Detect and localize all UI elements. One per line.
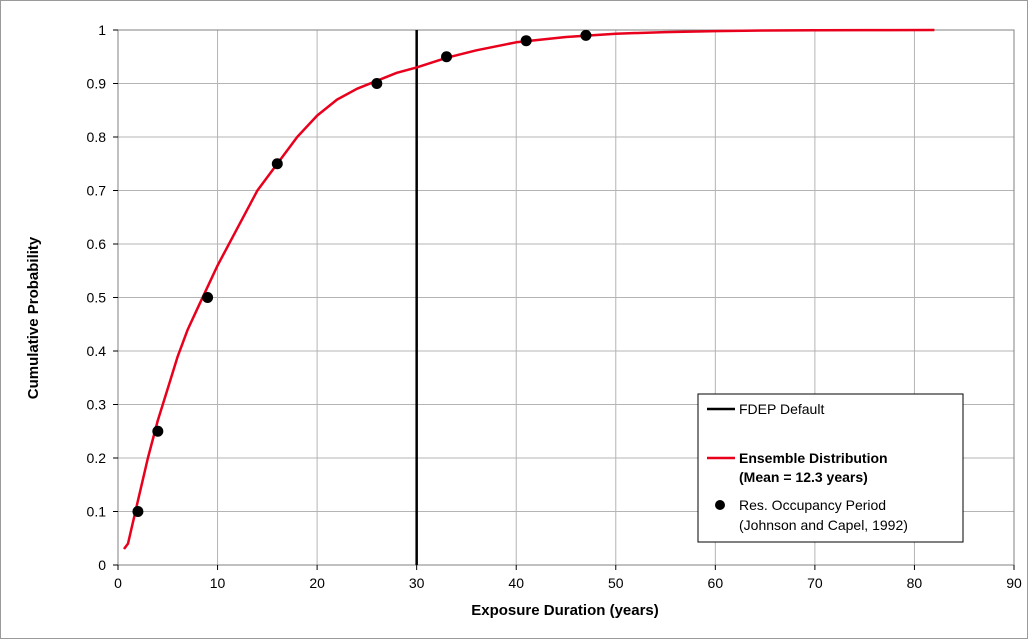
x-tick-label: 0 (114, 575, 122, 591)
occupancy-point (152, 425, 164, 437)
y-tick-label: 0 (98, 557, 106, 573)
occupancy-point (371, 78, 383, 89)
x-tick-label: 80 (907, 575, 923, 591)
y-tick-label: 0.9 (87, 76, 107, 92)
x-axis-ticks: 0 10 20 30 40 50 60 70 80 90 (114, 565, 1022, 591)
x-tick-label: 50 (608, 575, 624, 591)
y-tick-label: 0.5 (87, 290, 107, 306)
x-tick-label: 10 (210, 575, 226, 591)
y-tick-label: 0.2 (87, 450, 107, 466)
x-tick-label: 70 (807, 575, 823, 591)
y-tick-label: 0.6 (87, 236, 107, 252)
legend-box (697, 393, 964, 543)
y-tick-label: 0.7 (87, 183, 107, 199)
occupancy-point (580, 29, 592, 41)
y-tick-label: 0.1 (87, 504, 107, 520)
occupancy-point (271, 158, 283, 170)
occupancy-point (202, 292, 214, 303)
x-tick-label: 30 (409, 575, 425, 591)
y-tick-label: 0.4 (87, 343, 107, 359)
x-tick-label: 90 (1006, 575, 1022, 591)
y-axis-title: Cumulative Probability (25, 236, 42, 399)
y-axis-ticks: 0 0.1 0.2 0.3 0.4 0.5 0.6 0.7 0.8 0.9 1 (87, 22, 118, 573)
legend: FDEP Default Ensemble Distribution (Mean… (697, 393, 964, 543)
occupancy-point (520, 35, 532, 47)
x-axis-title: Exposure Duration (years) (471, 602, 659, 619)
occupancy-point (132, 506, 144, 517)
occupancy-point (441, 51, 453, 63)
legend-ensemble-label-line2: (Mean = 12.3 years) (739, 469, 868, 485)
x-tick-label: 40 (508, 575, 524, 591)
legend-occupancy-label-line2: (Johnson and Capel, 1992) (739, 517, 908, 533)
ensemble-distribution-line (122, 28, 935, 550)
y-tick-label: 0.8 (87, 129, 107, 145)
x-tick-label: 60 (708, 575, 724, 591)
series-layer (122, 28, 935, 565)
legend-occupancy-swatch (715, 500, 725, 510)
y-tick-label: 1 (98, 22, 106, 38)
legend-ensemble-label: Ensemble Distribution (739, 450, 888, 466)
x-tick-label: 20 (309, 575, 325, 591)
legend-fdep-label: FDEP Default (739, 401, 824, 417)
legend-occupancy-label: Res. Occupancy Period (739, 497, 886, 513)
y-tick-label: 0.3 (87, 397, 107, 413)
